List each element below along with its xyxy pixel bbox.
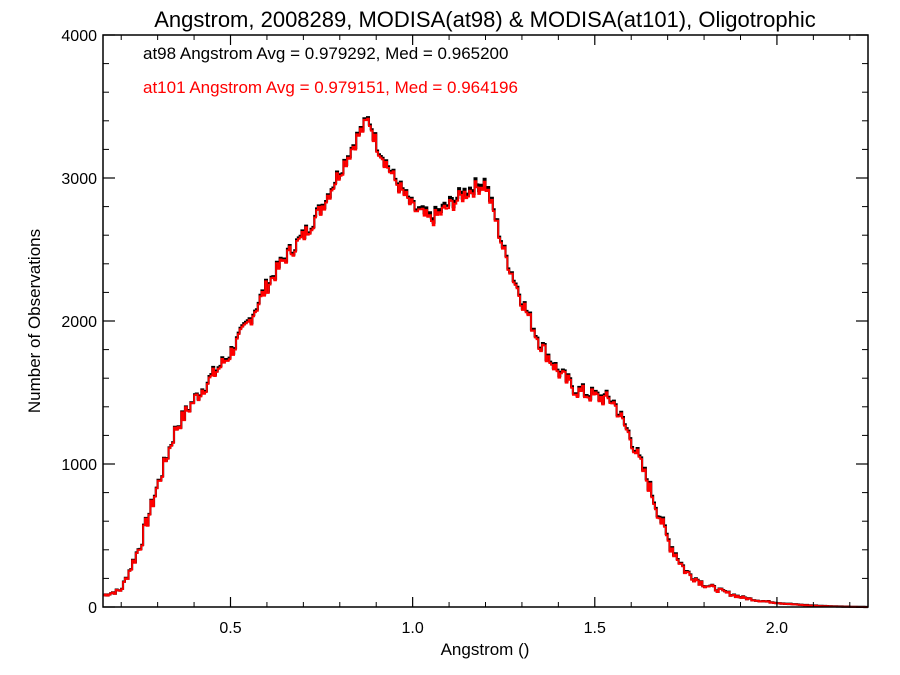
plot-area	[103, 116, 868, 609]
y-tick-label: 3000	[61, 171, 97, 188]
x-tick-label: 1.5	[584, 620, 606, 637]
y-tick-label: 0	[88, 600, 97, 617]
x-axis: 0.5 1.0 1.5 2.0	[120, 35, 851, 637]
y-axis: 0 1000 2000 3000 4000	[61, 28, 868, 617]
x-axis-label: Angstrom ()	[441, 640, 530, 659]
annotation-at98: at98 Angstrom Avg = 0.979292, Med = 0.96…	[143, 44, 508, 63]
x-tick-label: 0.5	[219, 620, 241, 637]
y-axis-label: Number of Observations	[25, 229, 44, 413]
annotation-at101: at101 Angstrom Avg = 0.979151, Med = 0.9…	[143, 78, 518, 97]
chart-title: Angstrom, 2008289, MODISA(at98) & MODISA…	[154, 7, 816, 32]
series-at101-line	[103, 117, 868, 608]
x-tick-label: 2.0	[766, 620, 788, 637]
y-tick-label: 2000	[61, 314, 97, 331]
x-tick-label: 1.0	[402, 620, 424, 637]
y-tick-label: 4000	[61, 28, 97, 45]
plot-frame	[102, 34, 869, 608]
y-tick-label: 1000	[61, 457, 97, 474]
